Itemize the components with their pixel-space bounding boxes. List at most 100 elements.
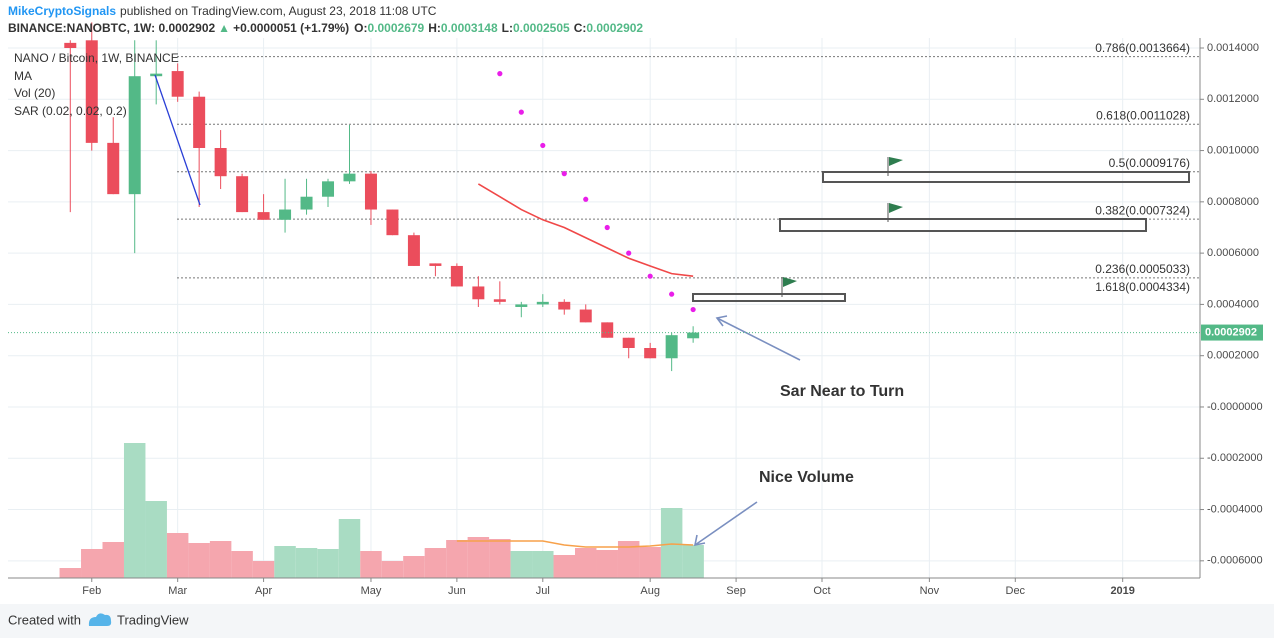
sar-dot [669,291,675,297]
x-tick-label: Sep [726,585,746,597]
volume-bar [446,540,468,578]
candle-body [644,348,657,359]
candle-body [601,322,614,338]
volume-bar [575,548,597,578]
extension-label: 1.618(0.0004334) [1095,280,1190,294]
volume-bar [532,551,554,578]
y-tick-label: 0.0010000 [1207,144,1259,156]
fib-label: 0.5(0.0009176) [1109,156,1190,170]
volume-bar [639,547,661,578]
volume-bar [231,551,253,578]
y-tick-label: -0.0002000 [1207,452,1263,464]
volume-bar [596,550,618,578]
x-tick-label: Aug [640,585,660,597]
sar-dot [497,71,503,77]
sar-dot [583,196,589,202]
annotation: Nice Volume [759,469,854,486]
y-tick-label: 0.0012000 [1207,93,1259,105]
candle-body [214,148,227,177]
y-tick-label: -0.0006000 [1207,555,1263,567]
volume-bar [102,542,124,578]
arrow-up: ▲ [218,21,230,35]
volume-bar [81,549,103,578]
volume-bar [123,443,146,578]
flag [887,157,903,176]
candle-body [472,286,485,300]
candle-body [364,173,377,210]
candle-body [515,304,528,307]
fib-label: 0.382(0.0007324) [1095,203,1190,217]
volume-bar [660,508,683,578]
footer-bar [0,604,1274,638]
volume-bar [381,561,404,578]
ohlc-key: C: [574,21,587,35]
x-tick-label: Dec [1006,585,1026,597]
arrow [715,315,801,361]
x-tick-label: 2019 [1110,585,1134,597]
volume-bar [338,519,361,578]
x-tick-label: Apr [255,585,272,597]
y-tick-label: -0.0004000 [1207,503,1263,515]
candle-body [279,209,292,220]
volume-bar [553,555,576,578]
volume-bar [617,541,640,578]
candle-body [687,332,700,339]
header-line: BINANCE:NANOBTC, 1W: 0.0002902 ▲ +0.000005… [8,21,643,35]
candle-body [128,76,141,195]
target-box [779,218,1147,232]
footer-brand: TradingView [117,612,189,627]
volume-bar [209,541,232,578]
y-tick-label: 0.0014000 [1207,42,1259,54]
flag [781,277,797,297]
ohlc-key: L: [502,21,513,35]
x-tick-label: Feb [82,585,101,597]
y-tick-label: 0.0004000 [1207,298,1259,310]
volume-bar [145,501,167,578]
fib-label: 0.236(0.0005033) [1095,262,1190,276]
target-box [692,293,846,302]
fib-label: 0.618(0.0011028) [1096,108,1190,122]
volume-bar [467,537,490,578]
moving-average [477,183,694,277]
candle-body [343,173,356,182]
x-tick-label: Jun [448,585,466,597]
candle-body [407,235,420,266]
header-line: MikeCryptoSignals published on TradingVie… [8,4,437,18]
volume-bar [360,551,382,578]
candle-body [322,181,335,197]
x-tick-label: Nov [920,585,940,597]
volume-bar [188,543,210,578]
candle-body [107,142,120,195]
candle-body [622,337,635,348]
candle-body [579,309,592,323]
volume-bar [403,556,425,578]
fib-label: 0.786(0.0013664) [1095,41,1190,55]
volume-bar [682,545,704,578]
candle-body [536,301,549,305]
tradingview-logo [88,613,112,626]
plot [59,22,1200,578]
trend-line [154,74,201,206]
ohlc-value: 0.0003148 [441,21,498,35]
flag [887,203,903,222]
ohlc-value: 0.0002679 [368,21,425,35]
ohlc-key: O: [354,21,367,35]
volume-bar [166,533,189,578]
sar-dot [690,306,696,313]
annotation: Sar Near to Turn [780,383,904,400]
x-tick-label: Jul [536,585,550,597]
volume-bar [489,539,511,578]
y-tick-label: 0.0008000 [1207,196,1259,208]
candle-body [150,73,163,77]
volume-bar [317,549,339,578]
candle-body [493,299,506,302]
ohlc-value: 0.0002505 [513,21,570,35]
last-price-box [1201,324,1263,341]
volume-bar [252,561,275,578]
ohlc-value: 0.0002902 [586,21,643,35]
y-tick-label: 0.0006000 [1207,247,1259,259]
x-tick-label: Oct [813,585,830,597]
sar-dot [626,250,632,256]
